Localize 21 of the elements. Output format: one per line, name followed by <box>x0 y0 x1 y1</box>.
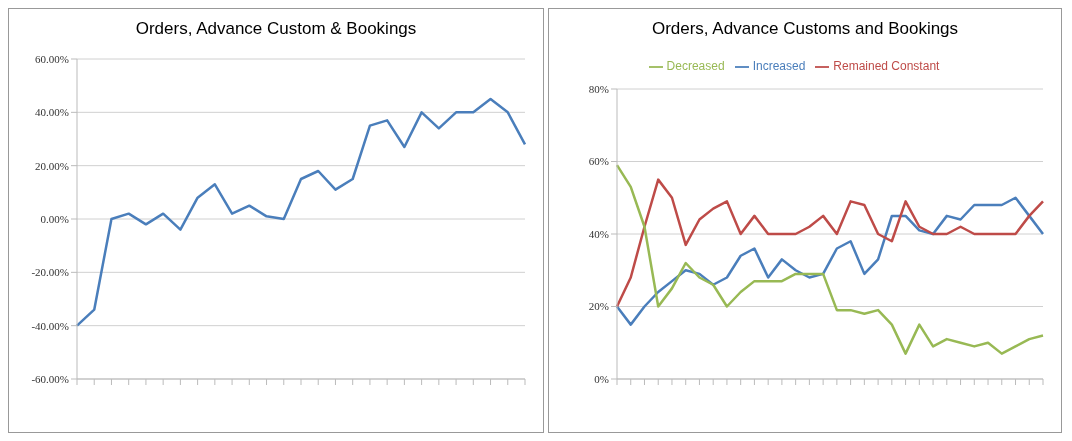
y-tick-label: 0.00% <box>40 212 69 225</box>
y-tick-label: -60.00% <box>31 372 69 385</box>
legend-label: Decreased <box>666 59 725 73</box>
chart-title: Orders, Advance Custom & Bookings <box>134 18 418 40</box>
y-tick-label: 20.00% <box>35 159 69 172</box>
legend-label: Increased <box>752 59 806 73</box>
y-tick-label: -40.00% <box>31 319 69 332</box>
y-tick-label: 80% <box>588 82 609 95</box>
line-series <box>615 163 1045 355</box>
y-tick-label: 40.00% <box>35 106 69 119</box>
legend-label: Remained Constant <box>833 59 940 73</box>
line-series <box>615 196 1045 326</box>
y-tick-label: 0% <box>594 372 609 385</box>
y-tick-label: 60.00% <box>35 52 69 65</box>
line-series <box>615 178 1045 308</box>
y-tick-label: 20% <box>588 300 609 313</box>
y-tick-label: -20.00% <box>31 266 69 279</box>
y-tick-label: 60% <box>588 155 609 168</box>
chart-title: Orders, Advance Customs and Bookings <box>650 18 960 40</box>
line-series <box>75 97 527 327</box>
y-tick-label: 40% <box>588 227 609 240</box>
